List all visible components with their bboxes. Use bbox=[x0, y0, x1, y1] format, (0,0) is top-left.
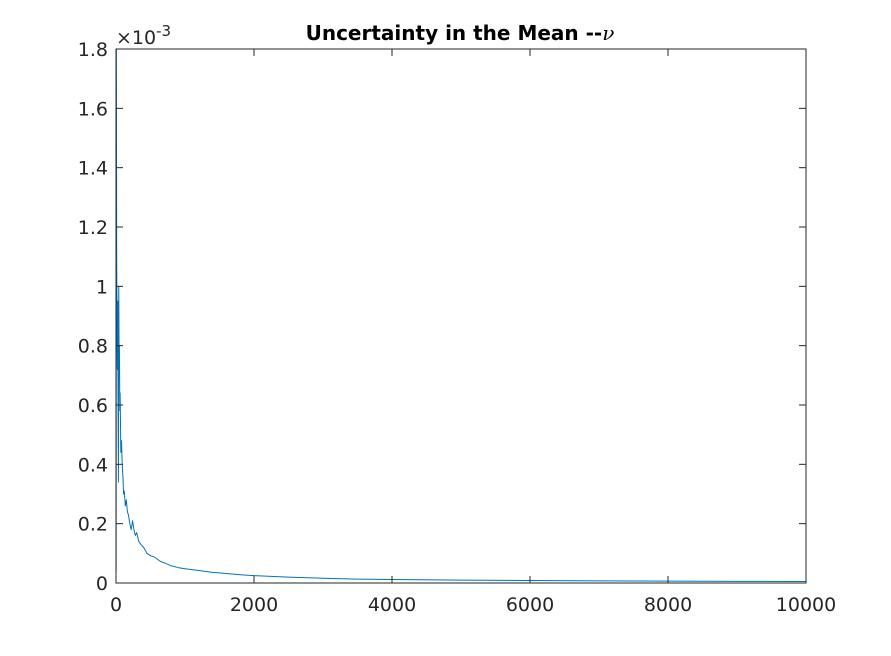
plot-area bbox=[116, 49, 806, 583]
data-layer bbox=[115, 48, 807, 583]
y-tick-label: 1.2 bbox=[78, 217, 108, 239]
x-tick-label: 0 bbox=[110, 594, 122, 616]
y-tick-label: 0.2 bbox=[78, 514, 108, 536]
y-tick-label: 0.4 bbox=[78, 454, 108, 476]
y-tick-label: 1.4 bbox=[78, 158, 108, 180]
tick-labels: 0 2000 4000 6000 8000 10000 0 0.2 0.4 0.6 0.8 1 1.2 1… bbox=[78, 39, 836, 616]
y-tick-label: 0.8 bbox=[78, 336, 108, 358]
series-line-0 bbox=[115, 48, 807, 583]
y-tick-label: 1.8 bbox=[78, 39, 108, 61]
y-tick-label: 1 bbox=[96, 276, 108, 298]
y-tick-label: 0.6 bbox=[78, 395, 108, 417]
y-exponent-label: ×10-3 bbox=[116, 22, 171, 49]
x-tick-label: 4000 bbox=[368, 594, 416, 616]
x-tick-label: 8000 bbox=[644, 594, 692, 616]
chart-title-symbol: ν bbox=[602, 21, 614, 45]
y-tick-label: 1.6 bbox=[78, 98, 108, 120]
x-tick-label: 2000 bbox=[230, 594, 278, 616]
y-exponent-power: -3 bbox=[156, 22, 171, 40]
axes-box bbox=[115, 48, 807, 584]
x-tick-label: 6000 bbox=[506, 594, 554, 616]
x-tick-label: 10000 bbox=[776, 594, 836, 616]
chart-title: Uncertainty in the Mean --ν bbox=[306, 21, 615, 45]
y-tick-label: 0 bbox=[96, 573, 108, 595]
